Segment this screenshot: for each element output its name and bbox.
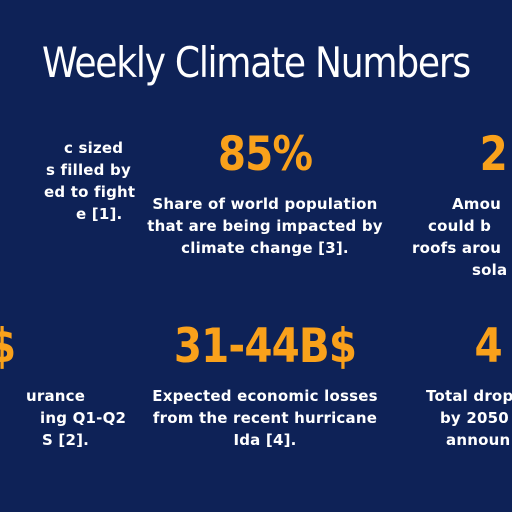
stat-description-line: Share of world population [152,195,378,213]
stat-number: 2 [479,127,508,182]
stat-bottom-right: 4 Total drop by 2050 announ [404,319,512,451]
stat-description-line: announ [446,431,511,449]
stat-description: c sized s filled by ed to fight e [1]. [0,137,204,225]
stat-description: Share of world population that are being… [120,193,410,259]
stat-top-center: 85% Share of world population that are b… [120,127,410,259]
stat-description-line: Expected economic losses [152,387,378,405]
stat-description-line: Total drop [426,387,512,405]
stat-description-line: ed to fight [44,183,136,201]
page-title: Weekly Climate Numbers [42,38,471,87]
stat-description-line: by 2050 [440,409,509,427]
stat-description: Amou could b roofs arou sola [404,193,512,281]
stat-description-line: roofs arou [412,239,502,257]
stat-description: Expected economic losses from the recent… [120,385,410,451]
stat-description-line: urance [26,387,86,405]
stat-description-line: s filled by [46,161,131,179]
stat-description: Total drop by 2050 announ [404,385,512,451]
stat-description-line: sola [472,261,508,279]
stat-description-line: S [2]. [42,431,90,449]
stat-description-line: c sized [64,139,124,157]
stat-description-line: e [1]. [76,205,123,223]
stat-number: 4 [474,319,503,374]
stat-description-line: ing Q1-Q2 [40,409,127,427]
stat-bottom-center: 31-44B$ Expected economic losses from th… [120,319,410,451]
stat-number: 31-44B$ [173,319,357,374]
stat-description-line: could b [428,217,492,235]
stat-description-line: climate change [3]. [181,239,349,257]
stat-number: 85% [217,127,313,182]
stat-bottom-left: $ urance ing Q1-Q2 S [2]. [0,319,204,451]
stat-description-line: Amou [452,195,502,213]
stat-top-left: c sized s filled by ed to fight e [1]. [0,127,204,225]
stat-number: $ [0,319,163,375]
stat-top-right: 2 Amou could b roofs arou sola [404,127,512,281]
stat-description-line: from the recent hurricane [152,409,378,427]
stat-description: urance ing Q1-Q2 S [2]. [0,385,204,451]
stat-description-line: Ida [4]. [233,431,297,449]
stat-description-line: that are being impacted by [147,217,383,235]
